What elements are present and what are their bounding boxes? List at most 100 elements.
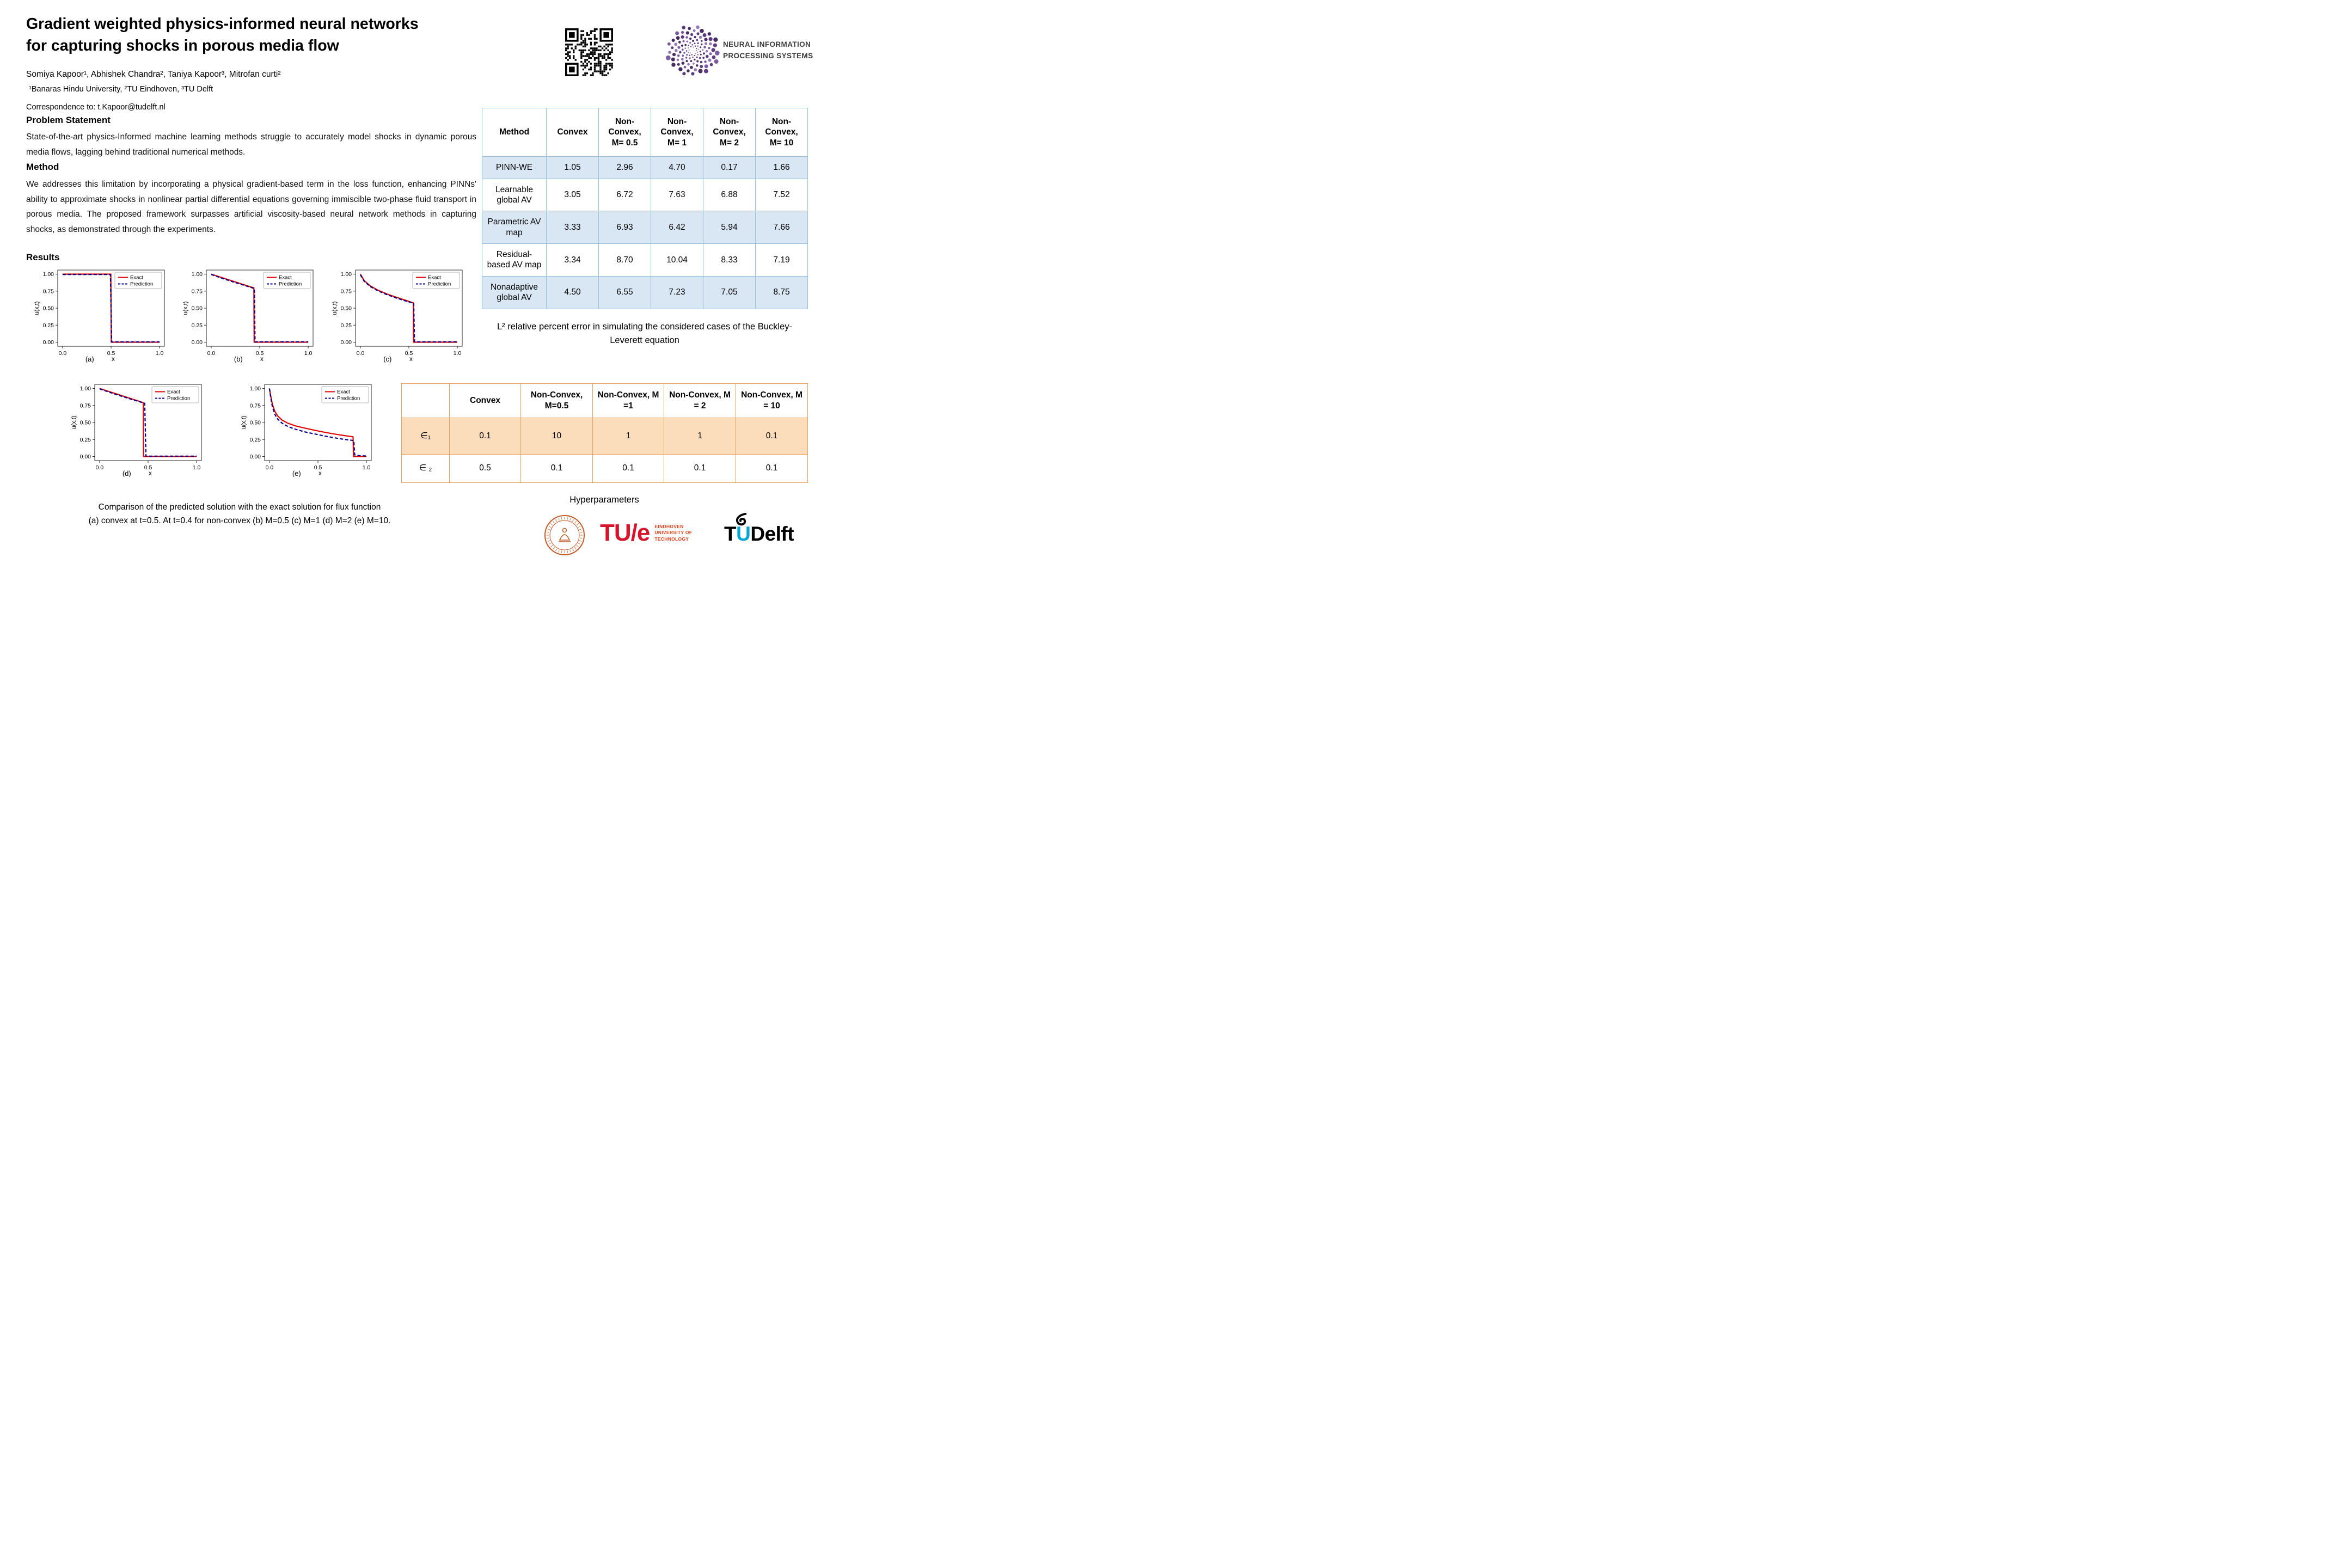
series-prediction: [268, 388, 367, 457]
svg-text:0.75: 0.75: [250, 402, 261, 409]
tue-wordmark: TU/e: [600, 519, 650, 546]
value-cell: 2.96: [598, 156, 651, 179]
svg-text:Exact: Exact: [130, 275, 143, 281]
svg-text:(e): (e): [292, 469, 301, 477]
svg-text:0.50: 0.50: [192, 305, 203, 312]
value-cell: 0.1: [736, 454, 808, 483]
svg-text:1.00: 1.00: [250, 385, 261, 392]
series-prediction: [99, 388, 197, 457]
neurips-logo-text: NEURAL INFORMATION PROCESSING SYSTEMS: [723, 39, 813, 62]
svg-text:0.5: 0.5: [144, 464, 152, 471]
value-cell: 7.63: [651, 178, 703, 212]
column-header: Convex: [449, 383, 521, 419]
value-cell: 1: [592, 418, 664, 455]
authors-line: Somiya Kapoor¹, Abhishek Chandra², Taniy…: [26, 70, 281, 79]
svg-text:0.50: 0.50: [250, 420, 261, 426]
column-header: Non-Convex, M= 1: [651, 107, 703, 157]
svg-text:Prediction: Prediction: [337, 396, 360, 402]
tue-logo: TU/e EINDHOVEN UNIVERSITY OF TECHNOLOGY: [600, 519, 692, 547]
svg-text:0.0: 0.0: [96, 464, 104, 471]
table-row: ∈₁ 0.1 10 1 1 0.1: [401, 418, 808, 455]
svg-text:(d): (d): [122, 469, 131, 477]
value-cell: 7.52: [755, 178, 808, 212]
value-cell: 7.19: [755, 243, 808, 277]
svg-text:(a): (a): [85, 355, 94, 363]
column-header: Non-Convex, M= 2: [703, 107, 756, 157]
problem-statement-body: State-of-the-art physics-Informed machin…: [26, 132, 476, 157]
svg-text:Exact: Exact: [167, 389, 180, 395]
svg-text:0.75: 0.75: [80, 402, 91, 409]
svg-text:u(x,t): u(x,t): [71, 415, 77, 429]
tudelft-u: U: [736, 523, 751, 545]
tue-subtext-line-2: UNIVERSITY OF: [654, 530, 693, 536]
column-header: Non-Convex, M = 10: [736, 383, 808, 419]
svg-text:0.50: 0.50: [43, 305, 54, 312]
column-header: Convex: [546, 107, 599, 157]
line-chart: 0.00 0.25 0.50 0.75 1.00 0.0 0.5 1.0 u(x,t) x (b) E…: [182, 270, 314, 363]
svg-text:0.25: 0.25: [250, 437, 261, 443]
column-header: Non-Convex, M=0.5: [520, 383, 593, 419]
poster-title: Gradient weighted physics-informed neura…: [26, 13, 419, 57]
column-header: Non-Convex, M = 2: [664, 383, 736, 419]
table-row: Nonadaptive global AV 4.50 6.55 7.23 7.05 8.7…: [482, 275, 808, 309]
hyperparameters-table: Convex Non-Convex, M=0.5 Non-Convex, M =1 N…: [401, 383, 808, 483]
tudelft-flame-icon: [736, 513, 747, 526]
svg-text:x: x: [149, 470, 152, 477]
svg-text:Exact: Exact: [337, 389, 350, 395]
title-line-2: for capturing shocks in porous media flo…: [26, 37, 339, 55]
value-cell: 6.72: [598, 178, 651, 212]
value-cell: 6.42: [651, 211, 703, 244]
line-chart: 0.00 0.25 0.50 0.75 1.00 0.0 0.5 1.0 u(x,t) x (c) E…: [332, 270, 463, 363]
svg-text:Exact: Exact: [428, 275, 441, 281]
svg-text:x: x: [112, 356, 115, 363]
svg-text:0.50: 0.50: [341, 305, 352, 312]
row-label: Nonadaptive global AV: [482, 275, 547, 309]
value-cell: 3.33: [546, 211, 599, 244]
value-cell: 6.88: [703, 178, 756, 212]
column-header: Non-Convex, M =1: [592, 383, 664, 419]
svg-text:1.00: 1.00: [80, 385, 91, 392]
svg-text:(c): (c): [383, 355, 391, 363]
value-cell: 0.1: [449, 418, 521, 455]
column-header: Non-Convex, M= 0.5: [598, 107, 651, 157]
affiliations-line: ¹Banaras Hindu University, ²TU Eindhoven…: [29, 85, 213, 94]
series-prediction: [359, 274, 458, 342]
svg-text:1.00: 1.00: [43, 271, 54, 278]
figure-caption-line-2: (a) convex at t=0.5. At t=0.4 for non-co…: [88, 516, 391, 525]
svg-text:0.0: 0.0: [207, 350, 216, 357]
svg-text:0.0: 0.0: [357, 350, 365, 357]
series-exact: [268, 388, 367, 457]
table-row: Residual-based AV map 3.34 8.70 10.04 8.33 7.…: [482, 243, 808, 277]
value-cell: 1: [664, 418, 736, 455]
header-row: Convex Non-Convex, M=0.5 Non-Convex, M =1 N…: [401, 383, 808, 419]
plot-e: 0.00 0.25 0.50 0.75 1.00 0.0 0.5 1.0 u(x,t) x (e) E…: [240, 381, 376, 477]
bhu-logo: [544, 515, 585, 555]
svg-text:0.5: 0.5: [405, 350, 413, 357]
plot-c: 0.00 0.25 0.50 0.75 1.00 0.0 0.5 1.0 u(x,t) x (c) E…: [330, 267, 467, 363]
svg-text:0.0: 0.0: [59, 350, 67, 357]
value-cell: 4.50: [546, 275, 599, 309]
column-header: [401, 383, 450, 419]
value-cell: 7.05: [703, 275, 756, 309]
value-cell: 6.93: [598, 211, 651, 244]
svg-text:0.75: 0.75: [43, 288, 54, 295]
svg-text:0.00: 0.00: [80, 454, 91, 460]
neurips-logo: NEURAL INFORMATION PROCESSING SYSTEMS: [664, 22, 813, 79]
value-cell: 3.05: [546, 178, 599, 212]
svg-text:1.00: 1.00: [341, 271, 352, 278]
line-chart: 0.00 0.25 0.50 0.75 1.00 0.0 0.5 1.0 u(x,t) x (d) E…: [71, 384, 202, 477]
svg-text:0.00: 0.00: [341, 339, 352, 346]
row-label: Residual-based AV map: [482, 243, 547, 277]
svg-text:u(x,t): u(x,t): [332, 301, 338, 315]
line-chart: 0.00 0.25 0.50 0.75 1.00 0.0 0.5 1.0 u(x,t) x (a) E…: [34, 270, 165, 363]
value-cell: 1.05: [546, 156, 599, 179]
results-heading: Results: [26, 252, 60, 262]
tudelft-wordmark: TUDelft: [724, 523, 794, 546]
svg-text:0.25: 0.25: [80, 437, 91, 443]
svg-text:u(x,t): u(x,t): [241, 415, 247, 429]
svg-text:Prediction: Prediction: [130, 281, 153, 287]
qr-code: [565, 28, 613, 76]
tudelft-delft: Delft: [750, 523, 794, 545]
value-cell: 7.23: [651, 275, 703, 309]
svg-text:Prediction: Prediction: [279, 281, 302, 287]
